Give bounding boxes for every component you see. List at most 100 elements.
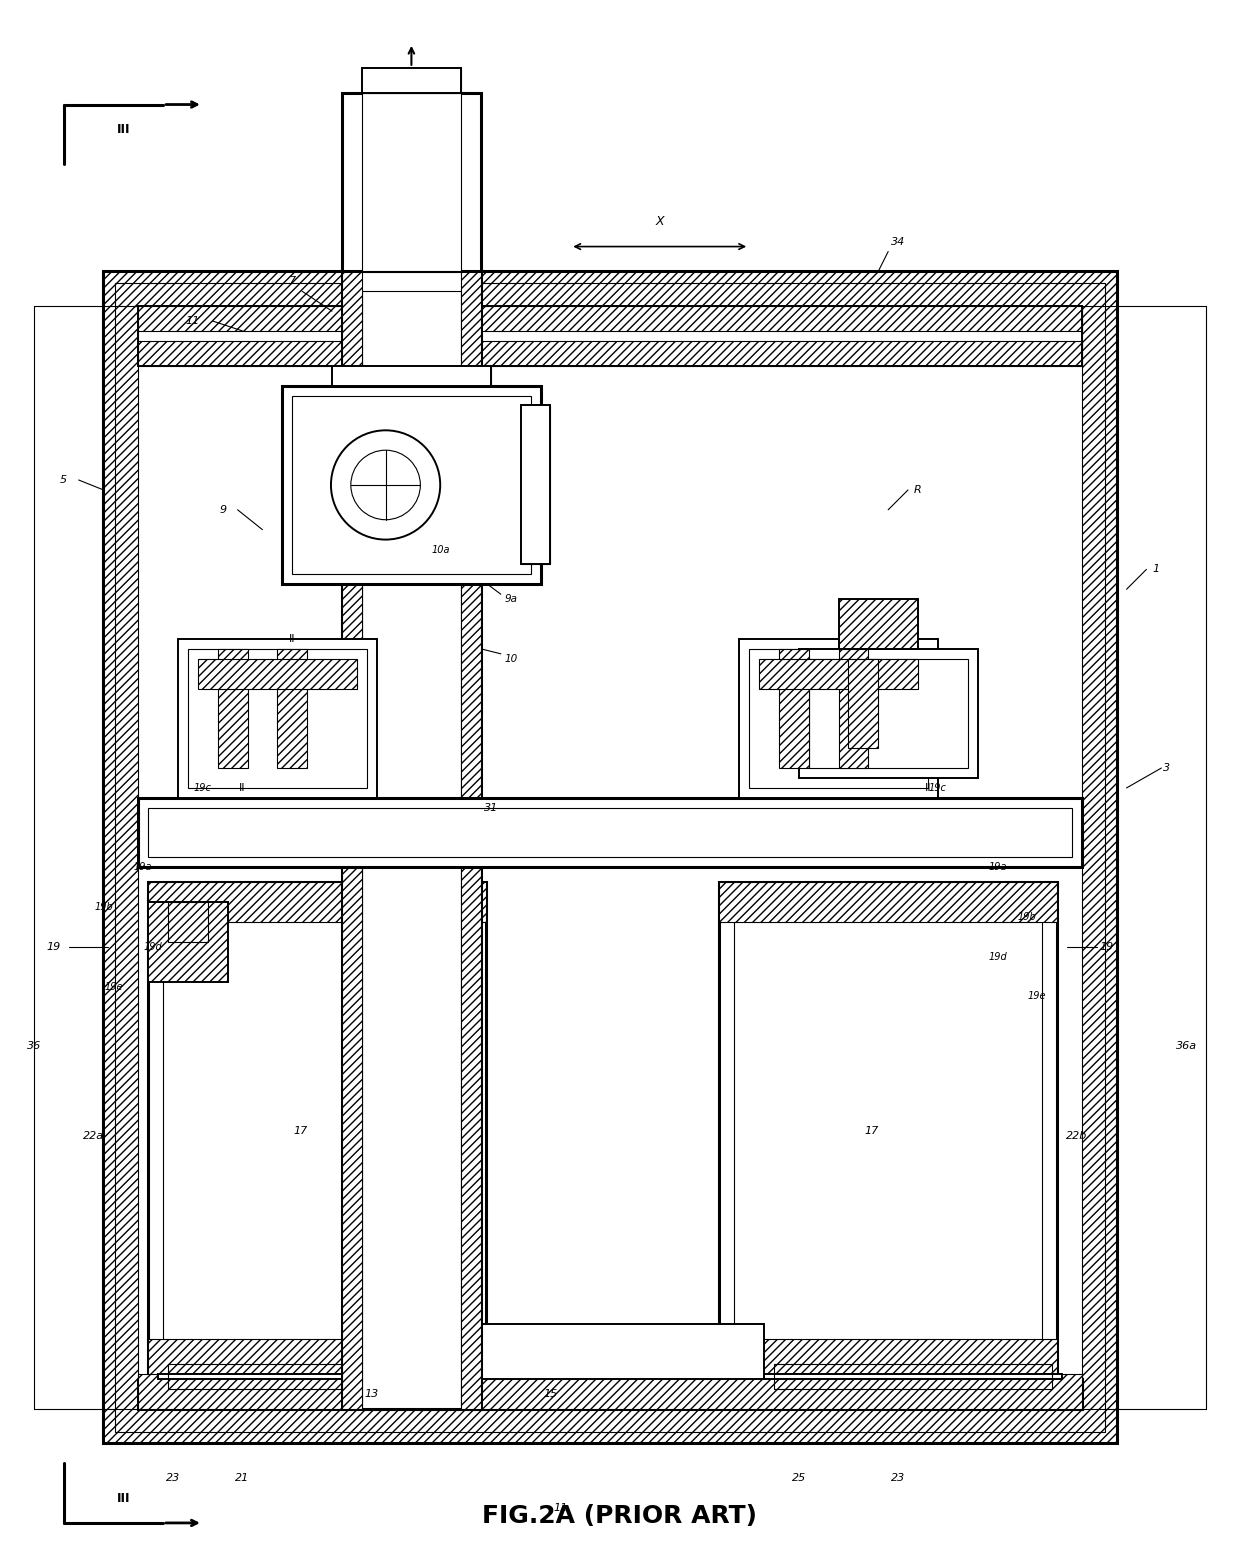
Bar [138,797,1081,867]
Bar [342,271,481,1409]
Bar [159,1375,456,1379]
Bar [461,271,481,1409]
Text: X: X [656,215,665,228]
Text: II: II [925,783,931,793]
Bar [138,797,1081,822]
Bar [521,406,551,565]
Bar [362,291,461,1409]
Bar [362,68,461,93]
Bar [734,898,1042,1364]
Text: FIG.2A (PRIOR ART): FIG.2A (PRIOR ART) [482,1505,758,1528]
Text: 3: 3 [1163,763,1169,772]
Circle shape [351,450,420,520]
Text: 1: 1 [1153,565,1159,574]
Text: 10: 10 [505,653,517,664]
Bar [138,307,342,331]
Bar [362,68,461,93]
Text: 19: 19 [1100,941,1114,952]
Bar [739,639,937,797]
Text: 23: 23 [166,1474,180,1483]
Text: 10a: 10a [432,545,450,554]
Text: 17: 17 [293,1125,308,1136]
Bar [481,341,1081,365]
Bar [1081,271,1117,1443]
Bar [848,659,878,748]
Text: 19: 19 [47,941,61,952]
Text: 19d: 19d [144,941,162,952]
Bar [138,842,1081,867]
Bar [164,898,471,1364]
Bar [283,385,541,584]
Text: 22a: 22a [83,1130,104,1141]
Bar [342,93,481,271]
Text: 34: 34 [892,237,905,246]
Bar [808,659,967,768]
Bar [149,808,1071,858]
Bar [179,639,377,797]
Text: 19d: 19d [988,952,1007,961]
Bar [103,1409,1117,1443]
Text: 23: 23 [892,1474,905,1483]
Bar [521,406,551,565]
Text: II: II [289,635,295,644]
Bar [169,1364,446,1389]
Text: 19c: 19c [193,783,212,793]
Bar [138,307,342,365]
Text: 19e: 19e [1028,992,1047,1002]
Text: 5: 5 [61,475,67,485]
Bar [799,649,977,779]
Text: 11: 11 [553,1503,568,1512]
Bar [779,649,808,768]
Bar [169,902,208,941]
Bar [719,882,1056,1379]
Bar [149,902,228,981]
Bar [481,307,1081,331]
Bar [838,599,918,649]
Bar [749,649,928,788]
Bar [149,1339,486,1379]
Bar [115,283,1105,1432]
Text: 13: 13 [365,1389,378,1399]
Bar [456,1324,764,1379]
Bar [149,882,486,1379]
Bar [332,365,491,385]
Bar [149,1389,1071,1399]
Text: 11: 11 [186,316,200,327]
Bar [719,882,1056,923]
Text: 9a: 9a [505,594,517,604]
Text: 19b: 19b [94,902,113,912]
Text: 36: 36 [27,1042,41,1051]
Bar [149,882,486,923]
Text: 36a: 36a [1176,1042,1197,1051]
Bar [838,649,868,768]
Bar [218,649,248,768]
Text: 19e: 19e [104,981,123,992]
Bar [774,1364,1052,1389]
Text: 19b: 19b [1018,912,1037,923]
Text: 17: 17 [864,1125,878,1136]
Bar [759,659,918,689]
Bar [342,93,481,271]
Text: 31: 31 [484,803,498,813]
Bar [138,1379,1081,1409]
Bar [764,1375,1061,1379]
Text: III: III [117,122,130,136]
Bar [332,365,491,385]
Bar [481,307,1081,365]
Text: 7: 7 [289,277,296,286]
Text: 19a: 19a [988,862,1007,873]
Bar [362,93,461,271]
Text: R: R [914,485,921,495]
Text: III: III [117,1492,130,1505]
Bar [278,649,308,768]
Bar [138,1375,1081,1409]
Bar [293,396,531,574]
Text: 21: 21 [236,1474,249,1483]
Circle shape [331,430,440,540]
Bar [198,659,357,689]
Bar [103,271,342,307]
Text: 19a: 19a [134,862,153,873]
Bar [138,341,342,365]
Text: 15: 15 [543,1389,558,1399]
Text: 19c: 19c [929,783,947,793]
